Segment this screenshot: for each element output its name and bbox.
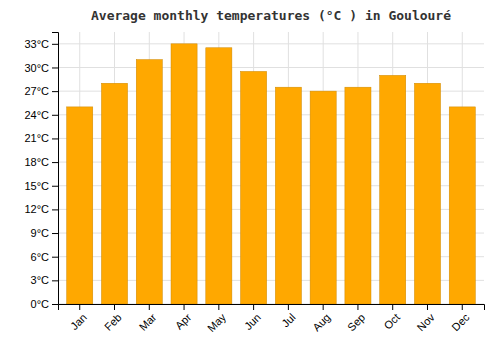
tick-mark: [52, 209, 58, 210]
tick: 3°C: [31, 274, 58, 286]
plot: Jan Feb Mar Apr May Jun Jul Aug Sep Oct Nov Dec 0°C 3…: [24, 32, 484, 334]
tick: Oct: [381, 304, 402, 332]
tick: Jul: [279, 304, 297, 330]
tick-mark: [149, 304, 150, 310]
tick-label: 27°C: [24, 85, 49, 97]
tick-label: 33°C: [24, 38, 49, 50]
tick: 33°C: [24, 38, 58, 50]
tick-label: Aug: [310, 311, 332, 333]
tick-mark: [218, 304, 219, 310]
tick: 27°C: [24, 85, 58, 97]
tick-label: 0°C: [31, 298, 50, 310]
tick-mark: [253, 304, 254, 310]
tick: 24°C: [24, 109, 58, 121]
tick-label: Jul: [279, 311, 297, 329]
tick-mark: [52, 186, 58, 187]
axis-line: [52, 33, 59, 305]
tick-mark: [427, 304, 428, 310]
bar: [449, 107, 475, 304]
tick-label: Dec: [449, 311, 472, 334]
bar: [241, 71, 267, 304]
tick-mark: [52, 138, 58, 139]
tick-mark: [288, 304, 289, 310]
tick-label: Jun: [242, 311, 263, 332]
bar: [171, 44, 197, 304]
bar: [136, 60, 162, 304]
tick-label: 12°C: [24, 203, 49, 215]
tick-label: 3°C: [31, 274, 50, 286]
tick-label: 21°C: [24, 132, 49, 144]
tick-mark: [184, 304, 185, 310]
tick-mark: [357, 304, 358, 310]
tick: Jan: [68, 304, 89, 332]
tick-mark: [52, 44, 58, 45]
tick-label: Apr: [173, 311, 194, 332]
tick: Feb: [102, 304, 124, 333]
axis-line: [59, 305, 485, 311]
bar: [414, 83, 440, 304]
tick-mark: [323, 304, 324, 310]
tick: 12°C: [24, 203, 58, 215]
tick-label: 18°C: [24, 156, 49, 168]
tick: Jun: [242, 304, 263, 332]
tick-mark: [114, 304, 115, 310]
tick: 30°C: [24, 61, 58, 73]
grid: [58, 32, 484, 304]
chart: Jan Feb Mar Apr May Jun Jul Aug Sep Oct Nov Dec 0°C 3…: [0, 0, 500, 350]
tick: Dec: [449, 304, 472, 333]
tick-label: Sep: [345, 311, 367, 333]
bar: [206, 48, 232, 304]
tick-mark: [52, 91, 58, 92]
tick-mark: [52, 67, 58, 68]
grid-line: [58, 67, 484, 68]
tick-mark: [79, 304, 80, 310]
tick-label: Nov: [415, 311, 438, 334]
title: Average monthly temperatures (°C ) in Go…: [91, 8, 451, 23]
tick: 21°C: [24, 132, 58, 144]
tick: Sep: [345, 304, 367, 333]
tick-mark: [392, 304, 393, 310]
tick-mark: [52, 115, 58, 116]
tick-label: Feb: [102, 311, 124, 333]
tick-mark: [52, 304, 58, 305]
bar: [310, 91, 336, 304]
tick-label: Oct: [381, 311, 402, 332]
tick: 9°C: [31, 227, 58, 239]
tick-mark: [52, 162, 58, 163]
tick: Apr: [173, 304, 194, 332]
y-axis: 0°C 3°C 6°C 9°C 12°C 15°C 18°C 21°C 24°C 27°C 30°C…: [24, 33, 58, 311]
tick: Nov: [415, 304, 438, 333]
tick-mark: [52, 257, 58, 258]
tick: 18°C: [24, 156, 58, 168]
tick: Aug: [310, 304, 332, 333]
tick-mark: [462, 304, 463, 310]
bar: [67, 107, 93, 304]
tick: May: [205, 304, 229, 334]
bar: [380, 75, 406, 304]
x-axis: Jan Feb Mar Apr May Jun Jul Aug Sep Oct Nov Dec: [59, 304, 485, 334]
tick-label: 30°C: [24, 61, 49, 73]
tick: 0°C: [31, 298, 58, 310]
tick-label: Mar: [137, 311, 159, 333]
tick-label: 24°C: [24, 109, 49, 121]
bar: [101, 83, 127, 304]
tick: 15°C: [24, 180, 58, 192]
grid-line: [58, 43, 484, 44]
tick-mark: [52, 233, 58, 234]
bar: [345, 87, 371, 304]
tick-label: 9°C: [31, 227, 50, 239]
tick-mark: [52, 280, 58, 281]
bar: [275, 87, 301, 304]
tick-label: 15°C: [24, 180, 49, 192]
tick-label: 6°C: [31, 251, 50, 263]
tick-label: Jan: [68, 311, 89, 332]
tick-label: May: [205, 311, 229, 335]
bars: [67, 44, 476, 304]
tick: 6°C: [31, 251, 58, 263]
tick: Mar: [137, 304, 159, 333]
